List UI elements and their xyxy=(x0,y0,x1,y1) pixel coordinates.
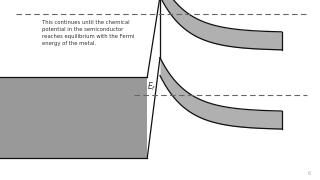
Text: $E_f$: $E_f$ xyxy=(148,80,157,93)
Text: This continues until the chemical
potential in the semiconductor
reaches equilib: This continues until the chemical potent… xyxy=(42,20,134,46)
Text: 6: 6 xyxy=(307,171,310,176)
